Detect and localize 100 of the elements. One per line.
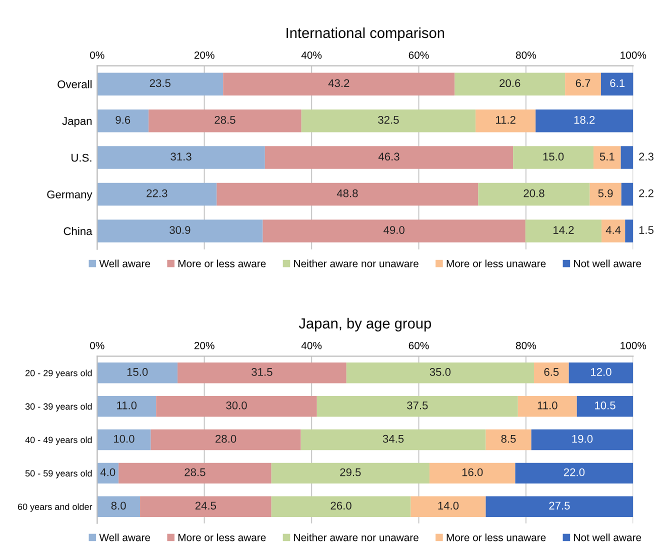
chart-title: Japan, by age group bbox=[298, 318, 432, 332]
x-tick-label: 20% bbox=[194, 51, 214, 59]
data-label: 5.9 bbox=[598, 189, 613, 198]
y-tick-label: 60 years and older bbox=[18, 503, 92, 512]
legend-label: Well aware bbox=[99, 534, 150, 542]
x-tick-label: 60% bbox=[408, 342, 429, 350]
bar bbox=[410, 496, 486, 517]
data-label: 10.5 bbox=[595, 401, 616, 410]
x-tick-label: 80% bbox=[516, 342, 536, 350]
data-label: 19.0 bbox=[572, 434, 593, 443]
data-label: 6.1 bbox=[610, 79, 625, 88]
bar bbox=[264, 146, 514, 169]
data-label: 26.0 bbox=[330, 502, 352, 510]
data-label: 46.3 bbox=[378, 152, 400, 161]
bar bbox=[568, 362, 634, 384]
data-label: 16.0 bbox=[462, 468, 483, 476]
bar bbox=[478, 182, 590, 206]
y-tick-label: 40 - 49 years old bbox=[25, 436, 92, 445]
legend-label: Not well aware bbox=[574, 534, 642, 542]
data-label: 24.5 bbox=[195, 502, 216, 510]
data-label: 2.2 bbox=[639, 189, 654, 198]
bar bbox=[316, 396, 518, 417]
bar bbox=[515, 462, 634, 484]
bar bbox=[590, 182, 622, 206]
data-label: 8.0 bbox=[111, 502, 126, 510]
bar bbox=[300, 429, 486, 450]
data-label: 1.5 bbox=[639, 226, 654, 234]
data-label: 31.3 bbox=[170, 152, 192, 161]
data-label: 18.2 bbox=[574, 116, 595, 124]
data-label: 27.5 bbox=[549, 502, 570, 510]
data-label: 32.5 bbox=[378, 116, 399, 124]
chart-title: International comparison bbox=[286, 27, 444, 42]
data-label: 29.5 bbox=[340, 468, 361, 476]
legend-label: More or less aware bbox=[178, 534, 266, 542]
x-tick-label: 40% bbox=[301, 51, 322, 59]
x-tick-label: 40% bbox=[301, 342, 322, 350]
x-tick-label: 80% bbox=[516, 51, 536, 59]
y-tick-label: Overall bbox=[58, 80, 92, 88]
bar bbox=[97, 396, 156, 417]
data-label: 34.5 bbox=[382, 434, 404, 443]
data-label: 31.5 bbox=[252, 368, 272, 376]
data-label: 28.0 bbox=[216, 434, 236, 443]
y-tick-label: 30 - 39 years old bbox=[25, 403, 92, 412]
data-label: 6.5 bbox=[544, 368, 559, 376]
legend-label: Well aware bbox=[99, 260, 150, 268]
bar bbox=[531, 429, 634, 450]
data-label: 6.7 bbox=[576, 79, 590, 88]
bar bbox=[518, 396, 577, 417]
y-tick-label: China bbox=[64, 226, 92, 236]
data-label: 14.2 bbox=[554, 226, 574, 234]
data-label: 23.5 bbox=[150, 79, 170, 88]
bar bbox=[476, 109, 536, 132]
data-label: 10.0 bbox=[114, 434, 134, 443]
bar bbox=[625, 220, 634, 242]
bar bbox=[118, 462, 272, 484]
data-label: 15.0 bbox=[127, 368, 148, 376]
data-label: 12.0 bbox=[591, 368, 612, 376]
data-label: 4.4 bbox=[606, 226, 621, 234]
data-label: 35.0 bbox=[430, 368, 451, 376]
legend-label: Neither aware nor unaware bbox=[294, 534, 418, 542]
legend-label: More or less aware bbox=[178, 260, 266, 268]
y-tick-label: U.S. bbox=[72, 154, 92, 162]
data-label: 28.5 bbox=[214, 116, 236, 124]
bar bbox=[97, 109, 149, 132]
bar bbox=[97, 496, 140, 517]
data-label: 2.3 bbox=[639, 152, 654, 161]
bar bbox=[178, 362, 346, 384]
bar bbox=[271, 462, 430, 484]
bar bbox=[301, 109, 476, 132]
bar bbox=[262, 220, 526, 242]
bar bbox=[97, 429, 151, 450]
x-tick-label: 100% bbox=[620, 342, 646, 350]
data-label: 30.0 bbox=[226, 401, 247, 410]
x-tick-label: 0% bbox=[90, 342, 104, 350]
bar bbox=[271, 496, 411, 517]
data-label: 11.2 bbox=[496, 116, 516, 124]
bar bbox=[454, 72, 566, 96]
bar bbox=[223, 72, 455, 96]
data-label: 28.5 bbox=[184, 468, 206, 476]
x-tick-label: 20% bbox=[194, 342, 214, 350]
bar bbox=[140, 496, 272, 517]
bar bbox=[216, 182, 478, 206]
bar bbox=[576, 396, 634, 417]
data-label: 22.3 bbox=[146, 189, 168, 198]
y-tick-label: 50 - 59 years old bbox=[25, 470, 92, 478]
data-label: 22.0 bbox=[564, 468, 585, 476]
bar bbox=[148, 109, 302, 132]
data-label: 20.6 bbox=[500, 79, 520, 88]
legend-label: Not well aware bbox=[574, 260, 642, 268]
data-label: 5.1 bbox=[600, 152, 614, 161]
y-tick-label: Japan bbox=[62, 117, 92, 128]
bar bbox=[156, 396, 317, 417]
legend-label: More or less unaware bbox=[446, 534, 546, 542]
bar bbox=[621, 182, 634, 206]
x-tick-label: 60% bbox=[408, 51, 429, 59]
bar bbox=[620, 146, 634, 169]
bar bbox=[429, 462, 516, 484]
bar bbox=[97, 146, 265, 169]
bar bbox=[593, 146, 621, 169]
legend-label: More or less unaware bbox=[446, 260, 546, 268]
